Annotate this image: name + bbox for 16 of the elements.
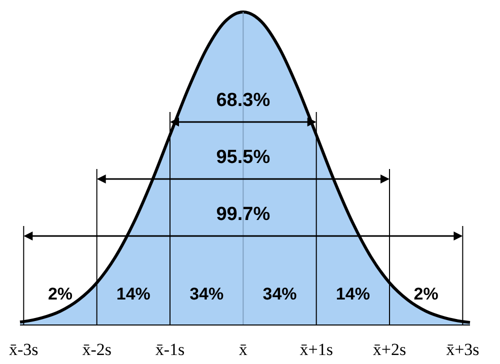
annotation: 68.3% [216, 90, 270, 112]
x-tick-label: x̄-1s [155, 340, 185, 359]
annotation: 14% [336, 284, 370, 304]
annotation: 2% [414, 284, 438, 304]
annotation: 14% [116, 284, 150, 304]
x-tick-label: x̄+3s [446, 340, 480, 359]
annotation: 2% [48, 284, 73, 304]
x-tick-label: x̄+2s [372, 340, 406, 359]
annotation: 99.7% [216, 204, 270, 226]
x-tick-label: x̄-2s [82, 340, 112, 359]
x-tick-label: x̄ [238, 340, 248, 359]
annotation: 34% [190, 284, 224, 304]
x-tick-label: x̄+1s [300, 340, 333, 359]
annotation: 34% [262, 284, 297, 304]
annotation: 95.5% [216, 147, 270, 168]
x-tick-label: x̄-3s [9, 340, 38, 359]
